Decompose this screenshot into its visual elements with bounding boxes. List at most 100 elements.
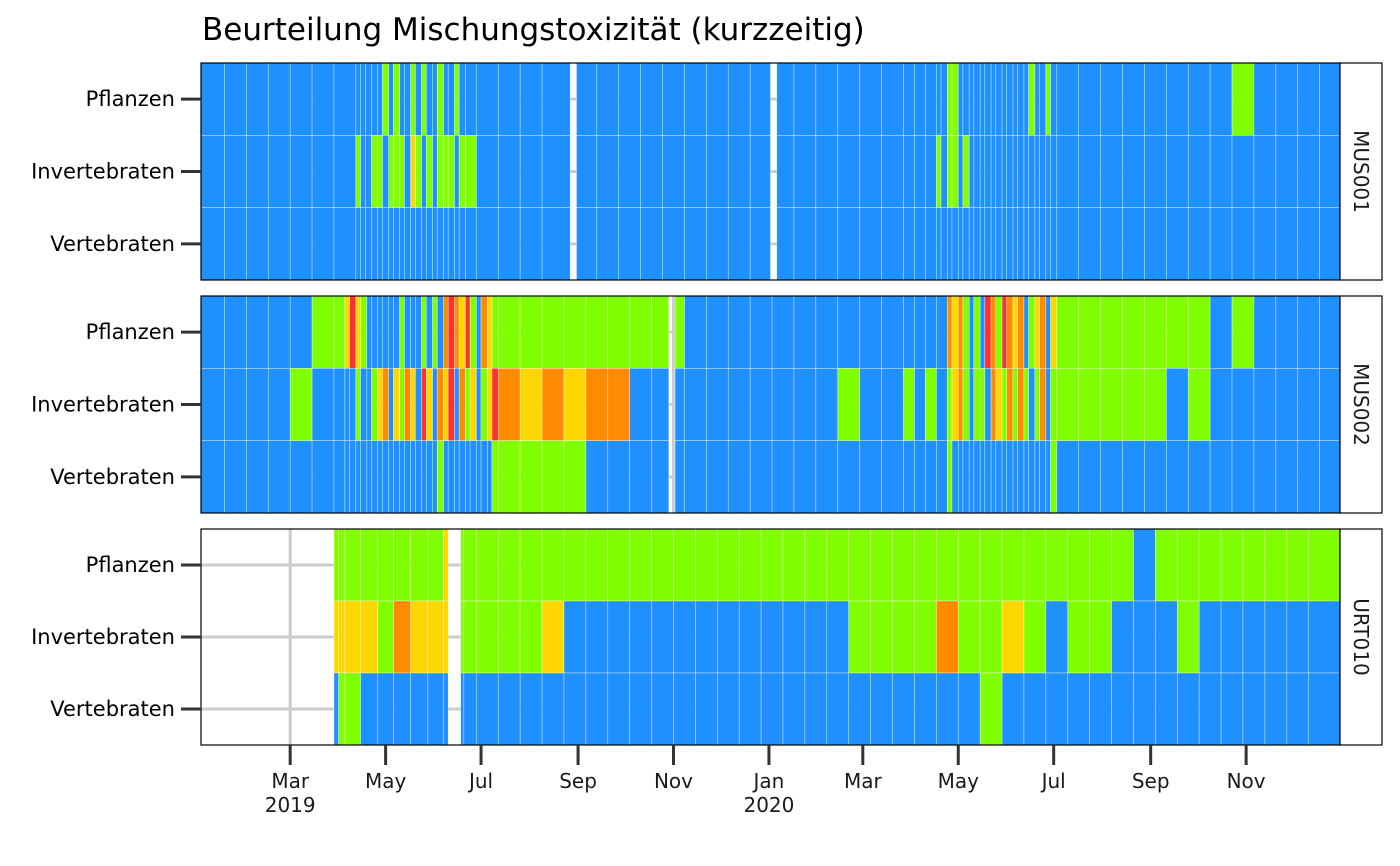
heatmap-cell — [1023, 135, 1029, 208]
heatmap-cell — [973, 368, 981, 441]
heatmap-cell — [541, 600, 565, 674]
heatmap-cell — [925, 62, 937, 136]
heatmap-cell — [749, 207, 771, 281]
heatmap-cell — [749, 135, 771, 208]
heatmap-cell — [377, 207, 383, 281]
heatmap-cell — [936, 295, 948, 369]
heatmap-cell — [443, 600, 449, 674]
heatmap-cell — [618, 62, 641, 136]
heatmap-cell — [333, 368, 346, 441]
heatmap-cell — [881, 135, 904, 208]
heatmap-cell — [585, 440, 609, 514]
heatmap-cell — [607, 672, 630, 746]
heatmap-cell — [848, 600, 871, 674]
heatmap-cell — [1144, 207, 1167, 281]
heatmap-cell — [1050, 295, 1058, 369]
heatmap-cell — [1006, 135, 1014, 208]
heatmap-cell — [859, 295, 882, 369]
heatmap-cell — [771, 440, 795, 514]
heatmap-cell — [338, 528, 346, 602]
heatmap-cell — [962, 135, 970, 208]
heatmap-cell — [706, 62, 729, 136]
heatmap-cell — [695, 672, 718, 746]
heatmap-cell — [1166, 135, 1189, 208]
heatmap-cell — [476, 62, 499, 136]
heatmap-cell — [1231, 440, 1255, 514]
heatmap-cell — [1198, 528, 1222, 602]
heatmap-cell — [1056, 62, 1080, 136]
heatmap-cell — [458, 295, 466, 369]
heatmap-cell — [1111, 528, 1134, 602]
heatmap-cell — [870, 672, 893, 746]
heatmap-cell — [497, 207, 521, 281]
heatmap-cell — [1297, 295, 1320, 369]
heatmap-cell — [1187, 135, 1211, 208]
heatmap-cell — [1001, 368, 1008, 441]
heatmap-cell — [1253, 368, 1277, 441]
heatmap-cell — [1045, 295, 1051, 369]
heatmap-cell — [311, 440, 335, 514]
heatmap-cell — [990, 295, 997, 369]
heatmap-cell — [1023, 672, 1047, 746]
heatmap-cell — [480, 368, 488, 441]
heatmap-cell — [393, 135, 400, 208]
heatmap-cell — [1155, 672, 1178, 746]
heatmap-cell — [951, 135, 959, 208]
heatmap-cell — [1100, 368, 1123, 441]
heatmap-cell — [1034, 368, 1040, 441]
heatmap-cell — [476, 295, 482, 369]
heatmap-cell — [460, 600, 465, 674]
heatmap-cell — [576, 207, 598, 281]
heatmap-cell — [267, 135, 291, 208]
heatmap-cell — [585, 528, 609, 602]
heatmap-cell — [497, 600, 521, 674]
heatmap-cell — [1286, 600, 1310, 674]
y-tick-label: Vertebraten — [50, 697, 175, 721]
heatmap-cell — [990, 207, 997, 281]
heatmap-cell — [1001, 528, 1025, 602]
heatmap-cell — [596, 207, 620, 281]
heatmap-cell — [684, 368, 707, 441]
heatmap-cell — [585, 672, 609, 746]
heatmap-cell — [563, 440, 587, 514]
heatmap-cell — [1144, 135, 1167, 208]
heatmap-cell — [1253, 62, 1277, 136]
heatmap-cell — [1242, 600, 1266, 674]
heatmap-cell — [1023, 368, 1029, 441]
heatmap-cell — [826, 600, 850, 674]
heatmap-cell — [914, 600, 937, 674]
heatmap-cell — [776, 62, 795, 136]
heatmap-cell — [618, 207, 641, 281]
heatmap-cell — [349, 295, 357, 369]
heatmap-cell — [458, 62, 466, 136]
heatmap-cell — [859, 368, 882, 441]
heatmap-cell — [984, 207, 992, 281]
heatmap-cell — [957, 207, 964, 281]
heatmap-cell — [289, 62, 313, 136]
heatmap-cell — [388, 135, 394, 208]
heatmap-cell — [415, 368, 422, 441]
heatmap-cell — [717, 672, 740, 746]
heatmap-cell — [421, 295, 427, 369]
heatmap-cell — [870, 528, 893, 602]
heatmap-cell — [1220, 672, 1244, 746]
heatmap-cell — [476, 368, 482, 441]
heatmap-cell — [465, 207, 477, 281]
heatmap-cell — [1001, 295, 1008, 369]
heatmap-cell — [1023, 62, 1029, 136]
heatmap-cell — [984, 62, 992, 136]
heatmap-cell — [497, 672, 521, 746]
heatmap-cell — [1089, 600, 1112, 674]
heatmap-cell — [1006, 295, 1014, 369]
heatmap-cell — [1078, 135, 1101, 208]
heatmap-cell — [1198, 672, 1222, 746]
heatmap-cell — [333, 295, 346, 369]
heatmap-cell — [815, 62, 839, 136]
heatmap-cell — [1100, 295, 1123, 369]
heatmap-cell — [267, 440, 291, 514]
heatmap-cell — [344, 672, 361, 746]
heatmap-cell — [815, 207, 839, 281]
heatmap-cell — [936, 62, 942, 136]
heatmap-cell — [1111, 600, 1134, 674]
heatmap-cell — [366, 368, 372, 441]
